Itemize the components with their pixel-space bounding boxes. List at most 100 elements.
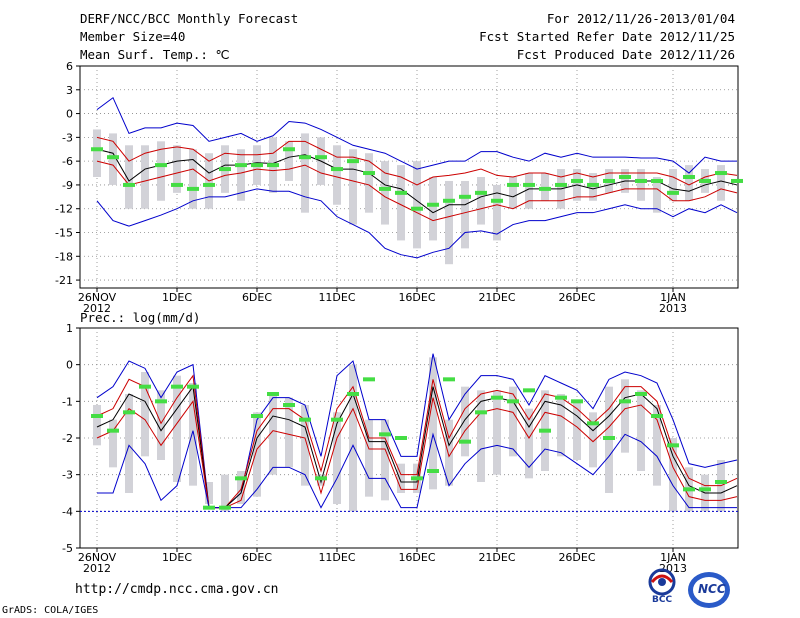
precipitation-xtick-label: 26NOV xyxy=(78,551,117,564)
temperature-obs-marker xyxy=(235,163,247,168)
precipitation-obs-marker xyxy=(635,392,647,396)
temperature-spread-box xyxy=(413,161,421,249)
precipitation-xtick-label: 11DEC xyxy=(318,551,355,564)
temperature-spread-box xyxy=(333,145,341,205)
temperature-min-line xyxy=(96,188,738,259)
precipitation-obs-marker xyxy=(235,476,247,481)
fcst-started-date: Fcst Started Refer Date 2012/11/25 xyxy=(479,29,735,44)
temperature-spread-box xyxy=(173,145,181,193)
precipitation-ytick-label: -5 xyxy=(62,542,73,555)
precipitation-obs-marker xyxy=(683,487,695,492)
temperature-xtick-label: 1JAN xyxy=(660,291,686,304)
precipitation-obs-marker xyxy=(475,410,487,415)
precipitation-obs-marker xyxy=(155,399,167,404)
temperature-obs-marker xyxy=(283,147,295,152)
temperature-obs-marker xyxy=(571,178,583,183)
temperature-obs-marker xyxy=(331,167,343,172)
temperature-spread-box xyxy=(349,149,357,225)
temperature-obs-marker xyxy=(683,175,695,179)
precipitation-spread-box xyxy=(365,419,373,497)
precipitation-xtick-label: 6DEC xyxy=(242,551,272,564)
precipitation-spread-box xyxy=(557,394,565,457)
temperature-ytick-label: 6 xyxy=(66,60,73,73)
variable-label: Mean Surf. Temp.: ℃ xyxy=(80,47,230,62)
precipitation-spread-box xyxy=(93,405,101,446)
temperature-obs-marker xyxy=(587,182,599,187)
temperature-spread-box xyxy=(461,180,469,249)
precipitation-obs-marker xyxy=(507,399,519,404)
temperature-xtick-label: 26NOV xyxy=(78,291,117,304)
temperature-obs-marker xyxy=(443,198,455,203)
temperature-obs-marker xyxy=(539,186,551,191)
precipitation-spread-box xyxy=(221,474,229,512)
temperature-obs-marker xyxy=(459,194,471,199)
precipitation-xtick-label: 26DEC xyxy=(558,551,595,564)
precipitation-obs-marker xyxy=(443,377,455,382)
temperature-obs-marker xyxy=(267,163,279,168)
temperature-ytick-label: -18 xyxy=(55,250,73,263)
temperature-spread-box xyxy=(653,177,661,213)
temperature-spread-box xyxy=(189,149,197,209)
precipitation-spread-box xyxy=(525,408,533,479)
precipitation-spread-box xyxy=(397,463,405,493)
temperature-xtick-label: 1DEC xyxy=(162,291,192,304)
precipitation-obs-marker xyxy=(395,436,407,440)
temperature-obs-marker xyxy=(107,155,119,160)
temperature-spread-box xyxy=(93,129,101,177)
precipitation-spread-box xyxy=(109,419,117,468)
grads-credit: GrADS: COLA/IGES xyxy=(2,605,99,616)
temperature-ytick-label: 3 xyxy=(66,84,73,97)
precipitation-obs-marker xyxy=(107,428,119,433)
temperature-spread-box xyxy=(365,153,373,213)
precipitation-year-label: 2012 xyxy=(83,562,111,575)
precipitation-xtick-label: 1JAN xyxy=(660,551,686,564)
temperature-obs-marker xyxy=(411,206,423,211)
temperature-xtick-label: 11DEC xyxy=(318,291,355,304)
temperature-obs-marker xyxy=(379,186,391,191)
temperature-year-label: 2013 xyxy=(659,302,687,315)
ncc-logo-text: NCC xyxy=(698,582,726,596)
precipitation-obs-marker xyxy=(571,399,583,404)
temperature-spread-box xyxy=(141,145,149,209)
temperature-obs-marker xyxy=(507,182,519,187)
precipitation-spread-box xyxy=(669,438,677,512)
temperature-obs-marker xyxy=(123,182,135,187)
precipitation-min-line xyxy=(97,430,737,509)
temperature-spread-box xyxy=(429,177,437,241)
precipitation-ytick-label: -4 xyxy=(62,505,73,518)
precipitation-lower-line xyxy=(96,397,738,509)
temperature-ytick-label: -15 xyxy=(55,227,73,240)
chart-title: DERF/NCC/BCC Monthly Forecast xyxy=(80,11,299,26)
temperature-spread-box xyxy=(301,133,309,213)
temperature-obs-marker xyxy=(91,147,103,152)
precipitation-obs-marker xyxy=(491,395,503,400)
temperature-upper-line xyxy=(96,136,738,186)
ncc-logo: NCC xyxy=(686,570,732,610)
temperature-obs-marker xyxy=(219,167,231,172)
temperature-obs-marker xyxy=(635,178,647,183)
temperature-obs-marker xyxy=(715,171,727,176)
temperature-xtick-label: 26DEC xyxy=(558,291,595,304)
precipitation-obs-marker xyxy=(91,414,103,418)
precipitation-xtick-label: 1DEC xyxy=(162,551,192,564)
precipitation-spread-box xyxy=(333,412,341,504)
temperature-spread-box xyxy=(717,165,725,201)
source-url[interactable]: http://cmdp.ncc.cma.gov.cn xyxy=(75,582,279,597)
temperature-obs-marker xyxy=(187,186,199,191)
precipitation-mean-line xyxy=(96,385,738,509)
ncc-logo-icon xyxy=(688,572,730,608)
precipitation-obs-marker xyxy=(715,480,727,484)
fcst-produced-date: Fcst Produced Date 2012/11/26 xyxy=(516,47,735,62)
temperature-obs-marker xyxy=(171,182,183,187)
precipitation-ytick-label: -1 xyxy=(62,395,73,408)
temperature-obs-marker xyxy=(395,190,407,195)
precipitation-obs-marker xyxy=(267,392,279,396)
precipitation-obs-marker xyxy=(603,436,615,440)
precipitation-obs-marker xyxy=(219,505,231,510)
precipitation-obs-marker xyxy=(347,392,359,396)
precipitation-spread-box xyxy=(141,372,149,457)
precipitation-obs-marker xyxy=(363,377,375,382)
temperature-obs-marker xyxy=(251,163,263,168)
precipitation-obs-marker xyxy=(379,432,391,437)
bcc-logo-text: BCC xyxy=(652,595,673,605)
